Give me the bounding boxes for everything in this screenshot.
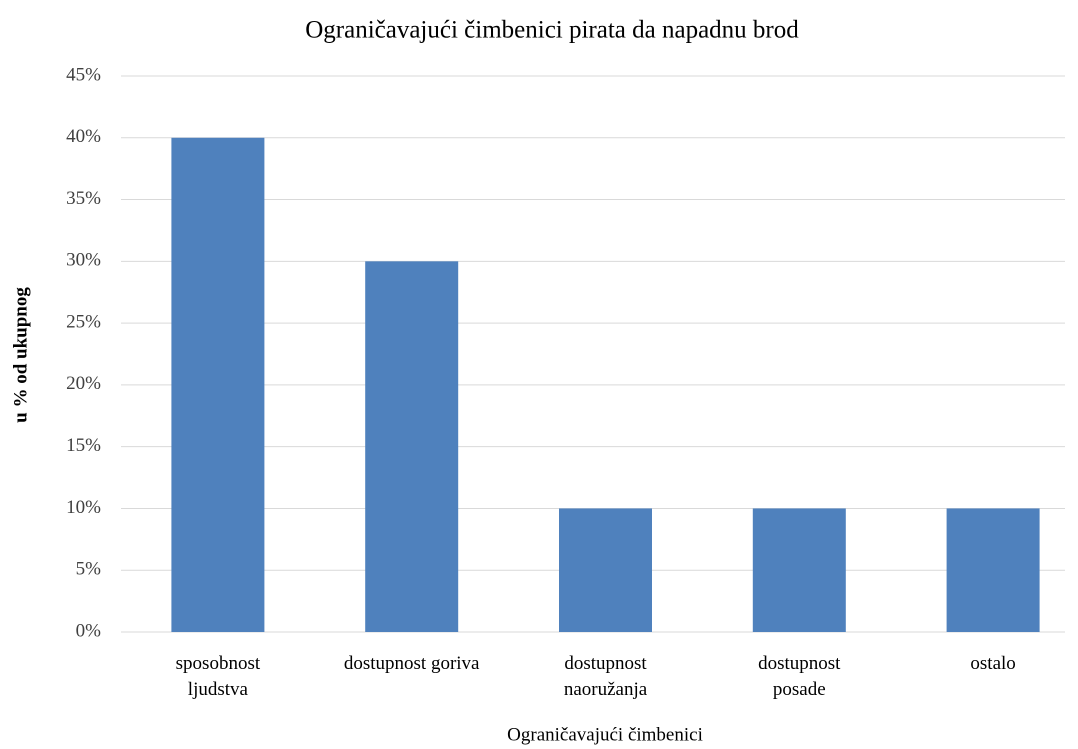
x-tick-label: dostupnost goriva	[343, 653, 480, 674]
y-tick-label: 0%	[76, 620, 102, 641]
bar	[559, 508, 652, 632]
y-tick-label: 20%	[66, 373, 101, 394]
x-tick-label: dostupnost naoružanja	[563, 653, 648, 700]
x-tick-label: sposobnost ljudstva	[175, 653, 261, 700]
x-axis-label: Ograničavajući čimbenici	[507, 724, 703, 745]
y-tick-label: 35%	[66, 188, 101, 209]
bar	[171, 137, 265, 632]
y-tick-label: 15%	[66, 435, 101, 456]
y-tick-label: 5%	[76, 559, 102, 580]
y-axis-label: u % od ukupnog	[10, 287, 31, 423]
y-tick-label: 45%	[66, 64, 101, 85]
x-tick-label: ostalo	[970, 653, 1016, 674]
y-tick-label: 40%	[66, 126, 101, 147]
bar	[752, 508, 846, 632]
bar	[946, 508, 1040, 632]
y-tick-label: 30%	[66, 250, 101, 271]
y-tick-label: 10%	[66, 497, 101, 518]
chart-title: Ograničavajući čimbenici pirata da napad…	[305, 17, 799, 44]
bar	[365, 261, 459, 632]
y-tick-label: 25%	[66, 311, 101, 332]
x-tick-label: dostupnost posade	[758, 653, 841, 700]
